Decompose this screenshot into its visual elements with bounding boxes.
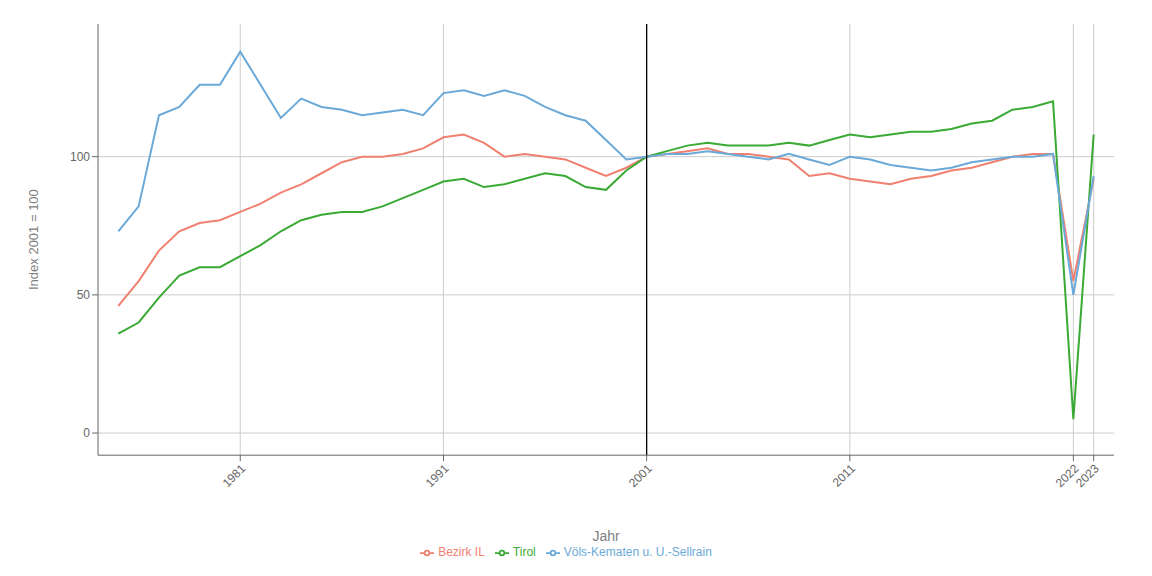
html-text:Bezirk IL: Bezirk IL <box>438 545 485 560</box>
svg-text:Jahr: Jahr <box>592 528 620 544</box>
svg-text:1991: 1991 <box>423 461 452 490</box>
svg-text:2022: 2022 <box>1052 461 1082 491</box>
svg-text:0: 0 <box>83 426 90 440</box>
svg-text:2011: 2011 <box>830 461 858 489</box>
html-text:Tirol: Tirol <box>512 545 536 560</box>
svg-text:Index 2001 = 100: Index 2001 = 100 <box>26 189 41 290</box>
svg-text:1981: 1981 <box>220 461 249 490</box>
svg-text:50: 50 <box>77 288 91 302</box>
svg-text:2001: 2001 <box>626 461 655 490</box>
svg-text:2023: 2023 <box>1073 461 1102 490</box>
html-text:Völs-Kematen u. U.-Sellrain: Völs-Kematen u. U.-Sellrain <box>563 545 712 560</box>
svg-text:100: 100 <box>70 150 90 164</box>
